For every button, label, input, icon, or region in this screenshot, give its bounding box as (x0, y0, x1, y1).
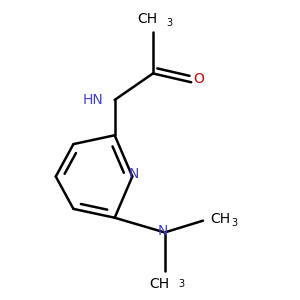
Text: 3: 3 (232, 218, 238, 228)
Text: 3: 3 (166, 18, 172, 28)
Text: N: N (129, 167, 139, 181)
Text: 3: 3 (178, 279, 184, 289)
Text: O: O (193, 72, 204, 86)
Text: CH: CH (210, 212, 230, 226)
Text: CH: CH (137, 12, 157, 26)
Text: N: N (158, 224, 168, 238)
Text: CH: CH (149, 277, 169, 291)
Text: HN: HN (82, 93, 103, 107)
